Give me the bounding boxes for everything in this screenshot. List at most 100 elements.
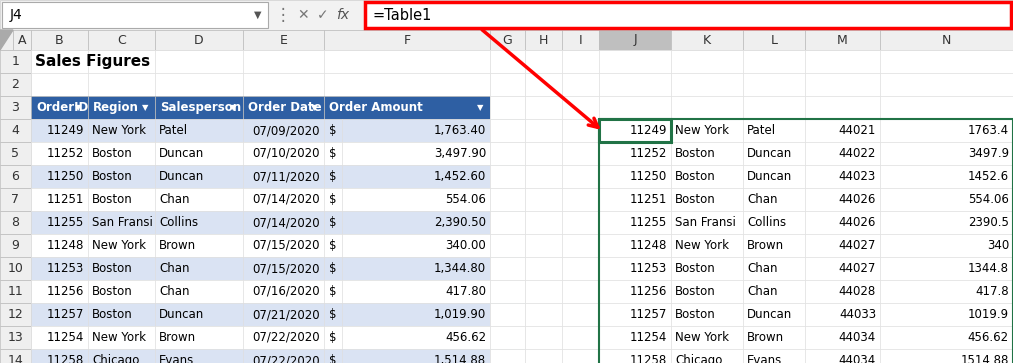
Text: New York: New York — [92, 124, 146, 137]
Bar — [805, 96, 880, 119]
Bar — [490, 73, 525, 96]
Bar — [342, 280, 490, 303]
Text: 44026: 44026 — [839, 216, 876, 229]
Bar — [599, 30, 671, 50]
Bar — [743, 188, 805, 211]
Bar — [324, 50, 490, 73]
Text: 44034: 44034 — [839, 354, 876, 363]
Bar — [324, 211, 342, 234]
Text: 1: 1 — [11, 55, 19, 68]
Text: M: M — [837, 33, 848, 46]
Text: 12: 12 — [8, 308, 23, 321]
Bar — [243, 73, 324, 96]
Text: Duncan: Duncan — [159, 170, 205, 183]
Bar — [88, 280, 155, 303]
Text: 1,344.80: 1,344.80 — [434, 262, 486, 275]
Text: 1,514.88: 1,514.88 — [434, 354, 486, 363]
Bar — [743, 257, 805, 280]
Text: 07/10/2020: 07/10/2020 — [252, 147, 320, 160]
Bar — [155, 96, 243, 119]
Bar — [88, 119, 155, 142]
Bar — [599, 73, 671, 96]
Text: ▼: ▼ — [142, 103, 148, 112]
Bar — [88, 188, 155, 211]
Bar — [599, 326, 671, 349]
Text: F: F — [403, 33, 410, 46]
Text: Boston: Boston — [92, 147, 133, 160]
Bar — [342, 211, 490, 234]
Bar — [0, 165, 31, 188]
Text: Duncan: Duncan — [159, 308, 205, 321]
Text: 07/11/2020: 07/11/2020 — [252, 170, 320, 183]
Text: 11249: 11249 — [629, 124, 667, 137]
Bar — [342, 349, 490, 363]
Bar — [671, 326, 743, 349]
Bar — [562, 30, 599, 50]
Text: 417.8: 417.8 — [976, 285, 1009, 298]
Bar — [31, 211, 88, 234]
Text: I: I — [578, 33, 582, 46]
Bar — [743, 96, 805, 119]
Bar — [743, 165, 805, 188]
Text: ▼: ▼ — [230, 103, 236, 112]
Bar — [324, 257, 342, 280]
Text: 44027: 44027 — [839, 262, 876, 275]
Text: 5: 5 — [11, 147, 19, 160]
Text: L: L — [771, 33, 778, 46]
Text: $: $ — [329, 193, 336, 206]
Bar — [671, 142, 743, 165]
Bar — [562, 280, 599, 303]
Bar — [88, 165, 155, 188]
Bar — [490, 165, 525, 188]
Bar — [490, 326, 525, 349]
Bar — [155, 280, 243, 303]
Bar — [324, 142, 342, 165]
Bar — [743, 211, 805, 234]
Text: 07/21/2020: 07/21/2020 — [252, 308, 320, 321]
Bar — [671, 96, 743, 119]
Bar — [880, 165, 1013, 188]
Text: Brown: Brown — [159, 331, 197, 344]
Text: 11252: 11252 — [47, 147, 84, 160]
Bar — [880, 326, 1013, 349]
Text: Boston: Boston — [675, 193, 716, 206]
Bar — [155, 30, 243, 50]
Bar — [324, 73, 490, 96]
Bar — [243, 165, 324, 188]
Text: 456.62: 456.62 — [967, 331, 1009, 344]
Bar — [88, 326, 155, 349]
Bar — [671, 257, 743, 280]
Bar — [324, 165, 342, 188]
Bar — [880, 280, 1013, 303]
Bar — [525, 303, 562, 326]
Bar — [324, 30, 490, 50]
Text: 1452.6: 1452.6 — [967, 170, 1009, 183]
Text: 44026: 44026 — [839, 193, 876, 206]
Bar — [743, 280, 805, 303]
Bar — [525, 280, 562, 303]
Bar — [31, 280, 88, 303]
Text: New York: New York — [92, 239, 146, 252]
Text: 11258: 11258 — [47, 354, 84, 363]
Bar — [31, 30, 88, 50]
Bar — [525, 211, 562, 234]
Bar — [805, 165, 880, 188]
Bar — [562, 257, 599, 280]
Text: D: D — [194, 33, 204, 46]
Text: 11256: 11256 — [630, 285, 667, 298]
Text: $: $ — [329, 308, 336, 321]
Text: 07/09/2020: 07/09/2020 — [252, 124, 320, 137]
Text: 07/22/2020: 07/22/2020 — [252, 354, 320, 363]
Text: Chicago: Chicago — [92, 354, 140, 363]
Bar — [805, 119, 880, 142]
Text: 10: 10 — [7, 262, 23, 275]
Bar — [880, 349, 1013, 363]
Bar — [805, 211, 880, 234]
Bar — [671, 165, 743, 188]
Text: 554.06: 554.06 — [445, 193, 486, 206]
Bar — [490, 188, 525, 211]
Bar — [155, 50, 243, 73]
Bar — [743, 30, 805, 50]
Bar — [31, 349, 88, 363]
Bar — [490, 142, 525, 165]
